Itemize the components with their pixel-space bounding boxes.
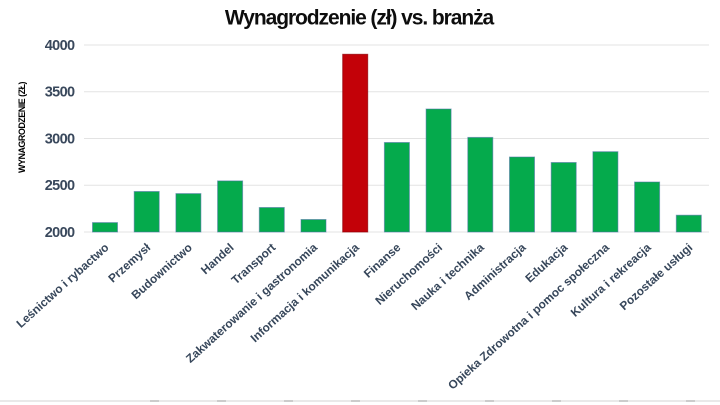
svg-text:3000: 3000: [45, 131, 75, 147]
svg-text:Wynagrodzenie (zł) vs. branża: Wynagrodzenie (zł) vs. branża: [225, 7, 495, 30]
svg-text:3500: 3500: [45, 85, 75, 101]
svg-text:4000: 4000: [45, 38, 75, 54]
svg-text:2500: 2500: [45, 178, 75, 194]
svg-text:WYNAGRODZENIE (ZŁ): WYNAGRODZENIE (ZŁ): [17, 81, 27, 172]
svg-text:2000: 2000: [45, 225, 75, 241]
